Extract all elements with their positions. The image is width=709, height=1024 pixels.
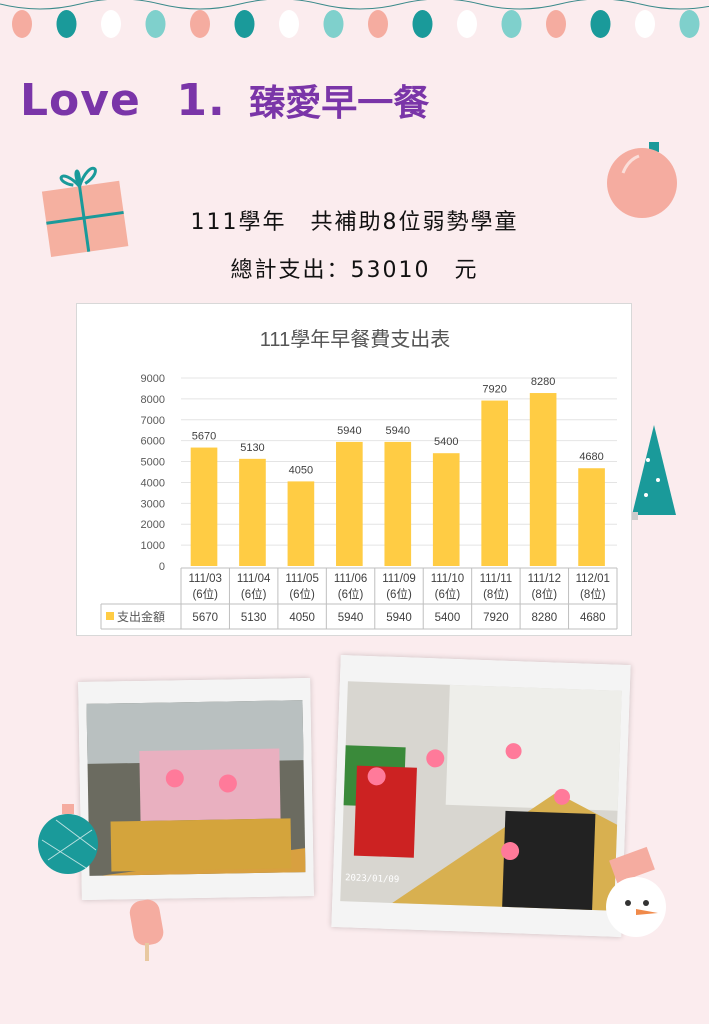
x-tick-label: 111/11 — [480, 573, 513, 585]
title-number: 1. — [176, 75, 226, 126]
bar — [239, 458, 266, 566]
y-tick-label: 8000 — [141, 394, 165, 406]
x-tick-label: 112/01 — [576, 573, 610, 585]
x-tick-label: 111/06 — [334, 573, 367, 585]
x-tick-label: 111/09 — [382, 573, 415, 585]
bar — [287, 481, 315, 566]
table-value: 4680 — [580, 612, 606, 624]
table-value: 7920 — [483, 612, 509, 624]
x-tick-label: (6位) — [386, 587, 412, 601]
legend-label: 支出金額 — [117, 609, 165, 624]
ornament-teal-icon — [38, 804, 98, 874]
light-bulb — [279, 10, 299, 38]
data-label: 5130 — [240, 442, 264, 454]
chart-container: 111學年早餐費支出表 0 1000 2000 3000 4000 5000 6000 7000… — [76, 303, 632, 636]
light-bulb — [190, 10, 210, 38]
x-tick-label: 111/05 — [285, 573, 318, 585]
x-tick-label: (6位) — [241, 587, 267, 601]
x-tick-label: 111/10 — [431, 573, 464, 585]
light-bulb — [546, 10, 566, 38]
summary-students: 111學年 共補助8位弱勢學童 — [190, 210, 519, 235]
chart-title: 111學年早餐費支出表 — [260, 328, 450, 351]
bar — [529, 393, 557, 566]
x-tick-label: (8位) — [483, 587, 509, 601]
light-bulb — [590, 10, 611, 38]
x-tick-label: 111/03 — [188, 573, 221, 585]
bar — [336, 441, 363, 566]
christmas-tree-icon — [632, 425, 676, 520]
data-label: 5400 — [434, 436, 458, 448]
x-tick-label: (6位) — [192, 587, 218, 601]
x-tick-label: 111/12 — [528, 573, 561, 585]
photo-image — [331, 655, 631, 937]
light-bulb — [101, 10, 121, 38]
bar-chart: 111學年早餐費支出表 0 1000 2000 3000 4000 5000 6000 7000… — [100, 328, 618, 630]
y-tick-label: 5000 — [141, 457, 165, 469]
light-bulb — [457, 10, 477, 38]
y-tick-label: 4000 — [141, 477, 165, 489]
x-tick-label: (6位) — [289, 587, 315, 601]
y-tick-label: 6000 — [141, 436, 165, 448]
data-label: 4050 — [289, 464, 313, 476]
photo-breakfast-1 — [78, 677, 314, 901]
light-bulb — [368, 10, 388, 38]
data-label: 5940 — [386, 425, 410, 437]
y-tick-label: 9000 — [141, 373, 165, 385]
title-chinese: 臻愛早一餐 — [249, 83, 430, 124]
light-bulb — [56, 10, 77, 38]
y-tick-label: 3000 — [141, 498, 165, 510]
bar — [432, 453, 460, 566]
x-tick-label: (8位) — [532, 587, 558, 601]
light-bulb — [323, 10, 344, 38]
data-label: 5940 — [337, 425, 361, 437]
y-tick-label: 0 — [159, 561, 165, 573]
string-lights-decoration — [0, 0, 709, 38]
light-bulb — [12, 10, 32, 38]
y-tick-label: 2000 — [141, 519, 165, 531]
data-label: 7920 — [482, 384, 506, 396]
photo-timestamp: 2023/01/09 — [344, 873, 400, 886]
light-bulb — [145, 10, 166, 38]
data-label: 5670 — [192, 431, 216, 443]
ornament-icon — [607, 142, 677, 218]
popsicle-icon — [129, 899, 164, 961]
bar — [578, 468, 605, 566]
data-label: 8280 — [531, 376, 555, 388]
x-tick-label: 111/04 — [237, 573, 271, 585]
light-bulb — [412, 10, 433, 38]
gift-icon — [41, 166, 129, 257]
table-value: 5940 — [386, 612, 412, 624]
legend-swatch — [106, 612, 114, 620]
bar — [190, 447, 218, 566]
snowman-icon — [606, 846, 666, 937]
light-bulb — [234, 10, 255, 38]
x-tick-label: (8位) — [580, 587, 606, 601]
x-tick-label: (6位) — [338, 587, 364, 601]
light-bulb — [679, 10, 700, 38]
summary-total: 總計支出：53010 元 — [230, 258, 479, 283]
table-value: 5400 — [435, 612, 461, 624]
y-tick-label: 7000 — [141, 415, 165, 427]
photo-image — [78, 677, 314, 901]
light-bulb — [501, 10, 522, 38]
table-value: 5670 — [192, 612, 218, 624]
photo-breakfast-2: 2023/01/09 — [331, 655, 631, 937]
light-bulb — [635, 10, 655, 38]
page-title: Love 1. 臻愛早一餐 — [20, 74, 429, 126]
table-value: 5130 — [241, 612, 267, 624]
bar — [481, 400, 508, 566]
x-tick-label: (6位) — [435, 587, 461, 601]
y-tick-label: 1000 — [141, 540, 165, 552]
table-value: 5940 — [338, 612, 364, 624]
table-value: 4050 — [289, 612, 315, 624]
table-value: 8280 — [532, 612, 558, 624]
title-love: Love — [20, 75, 141, 126]
data-label: 4680 — [579, 451, 603, 463]
bar — [384, 441, 412, 566]
